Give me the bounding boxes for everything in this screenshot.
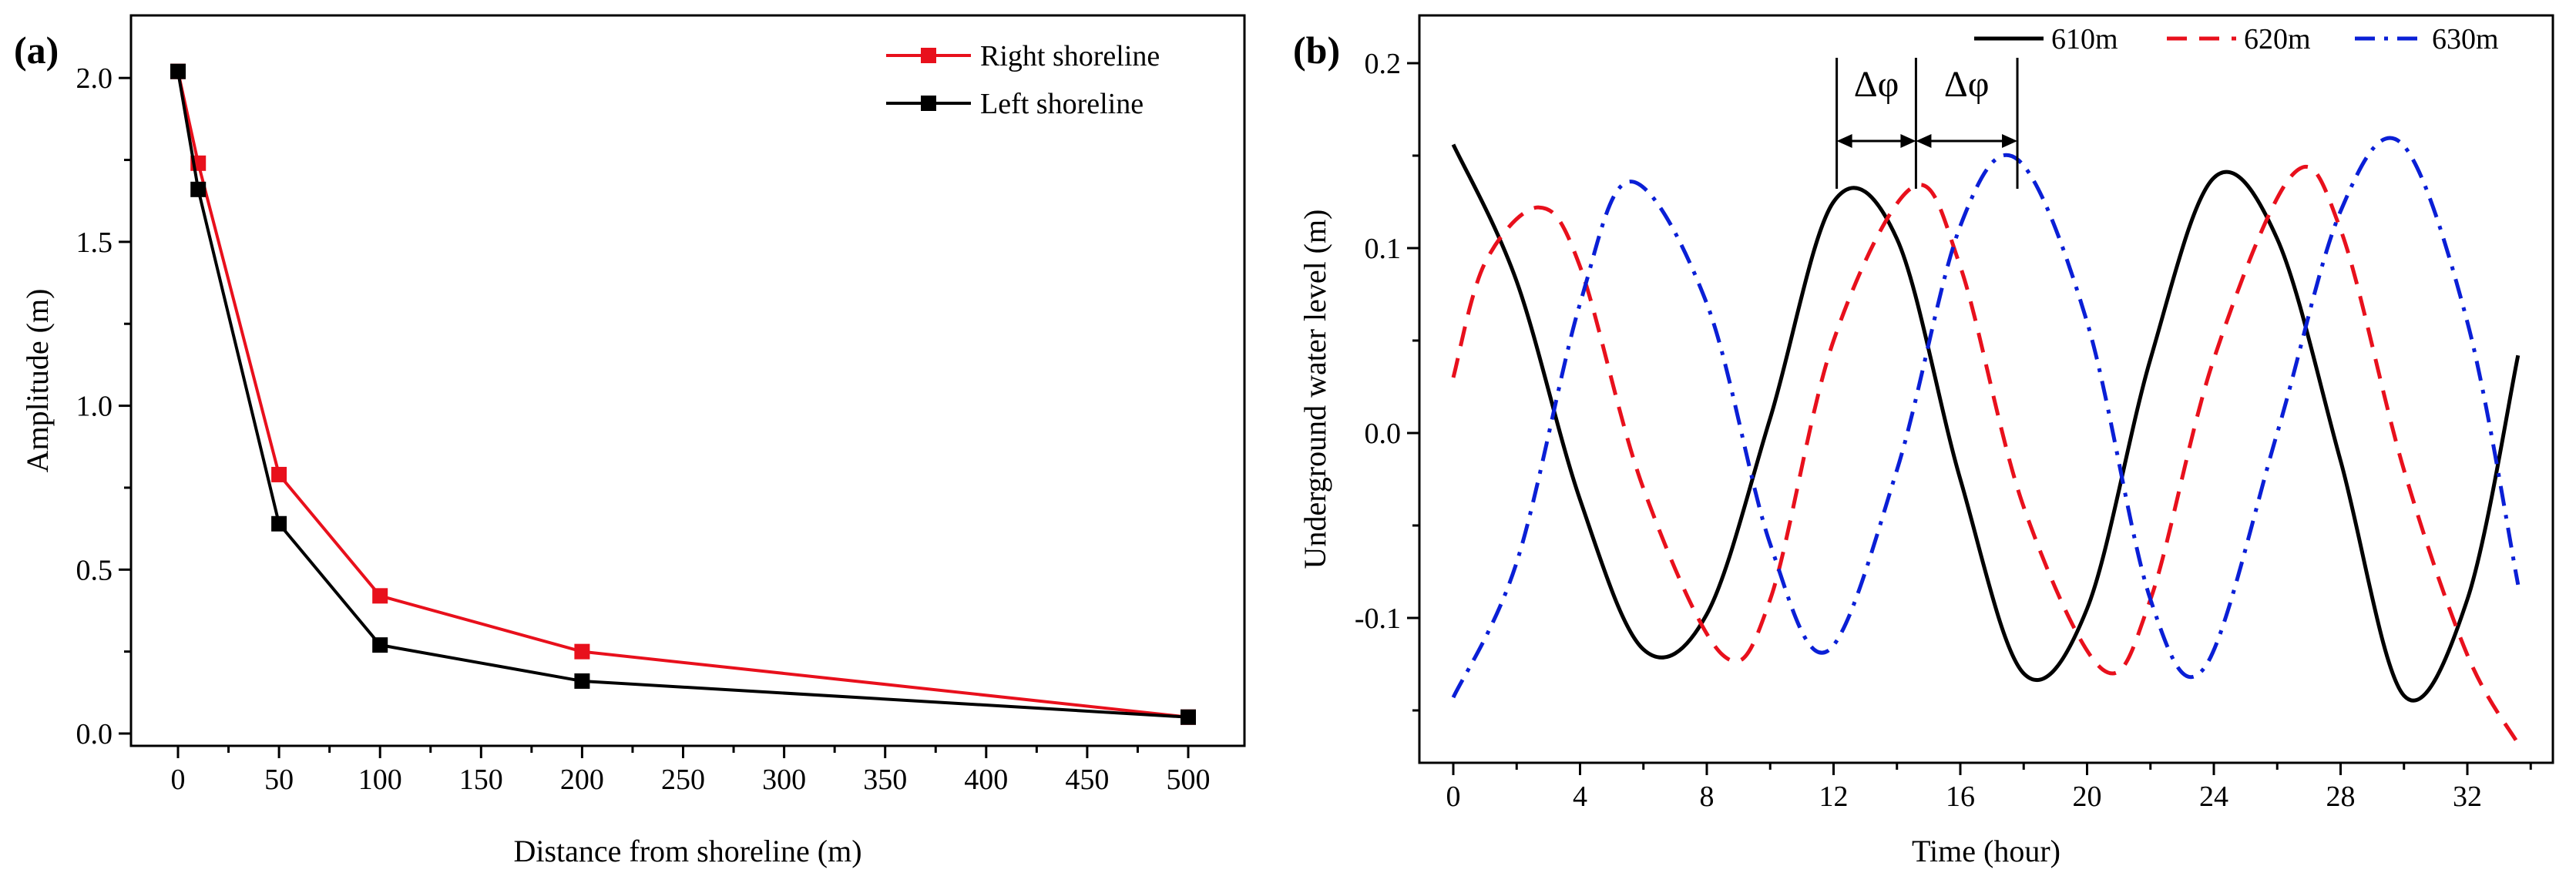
y-tick-label-a: 0.0 — [76, 718, 113, 750]
y-tick-label-a: 1.5 — [76, 227, 113, 259]
x-tick-label-a: 300 — [762, 764, 806, 796]
series-line-a-0 — [176, 71, 1189, 719]
y-tick-label-a: 1.0 — [76, 391, 113, 423]
x-tick-label-a: 200 — [560, 764, 604, 796]
data-point-a-1 — [574, 673, 590, 689]
delta-phi-label: Δφ — [1854, 64, 1899, 105]
x-tick-label-b: 24 — [2199, 781, 2228, 813]
y-tick-label-a: 0.5 — [76, 554, 113, 586]
x-axis-title-a: Distance from shoreline (m) — [513, 834, 861, 868]
legend-label-a: Right shoreline — [980, 40, 1160, 72]
legend-a: Right shoreline Left shoreline — [886, 40, 1160, 120]
x-tick-label-b: 32 — [2453, 781, 2482, 813]
data-point-a-1 — [1181, 709, 1196, 725]
y-tick-label-b: 0.1 — [1365, 233, 1402, 265]
series-line-a-1 — [176, 71, 1189, 719]
data-point-a-1 — [271, 515, 287, 532]
delta-phi-label: Δφ — [1944, 64, 1990, 105]
data-point-a-0 — [574, 643, 590, 660]
x-tick-label-b: 28 — [2326, 781, 2356, 813]
x-tick-label-b: 16 — [1946, 781, 1975, 813]
x-tick-label-b: 12 — [1819, 781, 1849, 813]
y-axis-title-a: Amplitude (m) — [20, 289, 55, 473]
x-tick-label-b: 8 — [1700, 781, 1715, 813]
y-tick-label-b: 0.2 — [1365, 48, 1402, 80]
data-point-a-1 — [190, 181, 207, 197]
panel-label-a: (a) — [14, 29, 59, 72]
series-line-b-620m — [1451, 164, 2520, 745]
legend-b: 610m 620m 630m — [1974, 23, 2499, 55]
x-axis-title-b: Time (hour) — [1912, 834, 2060, 868]
arrow-head — [1836, 134, 1852, 148]
x-tick-label-a: 500 — [1167, 764, 1211, 796]
data-point-a-1 — [170, 63, 186, 79]
y-axis-title-b: Underground water level (m) — [1298, 210, 1332, 569]
plot-frame-a — [129, 14, 1246, 747]
x-tick-label-a: 50 — [264, 764, 294, 796]
legend-label-a: Left shoreline — [980, 88, 1144, 120]
arrow-head — [2002, 134, 2018, 148]
y-tick-label-a: 2.0 — [76, 62, 113, 95]
x-tick-label-a: 100 — [358, 764, 402, 796]
data-point-a-0 — [271, 466, 287, 482]
panel-b: 0 4 8 12 16 20 24 28 32 -0.1 0.0 0.1 0.2 Time (hour) U… — [1293, 14, 2554, 868]
x-tick-label-a: 400 — [964, 764, 1008, 796]
panel-label-b: (b) — [1293, 29, 1340, 72]
y-tick-label-b: -0.1 — [1355, 603, 1401, 635]
y-tick-label-b: 0.0 — [1365, 418, 1402, 450]
panel-a: 0 50 100 150 200 250 300 350 400 450 500 0.0 0.5 1.0 1… — [14, 14, 1246, 868]
legend-label-b: 620m — [2244, 23, 2311, 55]
x-tick-label-b: 0 — [1446, 781, 1461, 813]
x-tick-label-b: 4 — [1573, 781, 1587, 813]
x-tick-label-a: 450 — [1065, 764, 1109, 796]
x-tick-label-b: 20 — [2073, 781, 2102, 813]
data-point-a-0 — [372, 588, 388, 604]
legend-marker-a — [921, 96, 936, 111]
phase-annotation: Δφ Δφ — [1835, 58, 2019, 189]
series-line-b-630m — [1451, 136, 2521, 699]
x-tick-label-a: 350 — [863, 764, 907, 796]
legend-label-b: 610m — [2051, 23, 2118, 55]
series-line-b-610m — [1451, 143, 2521, 703]
x-tick-label-a: 0 — [171, 764, 186, 796]
data-point-a-1 — [372, 637, 388, 653]
x-tick-label-a: 150 — [459, 764, 503, 796]
plot-frame-b — [1418, 14, 2554, 764]
arrow-head — [1900, 134, 1916, 148]
legend-label-b: 630m — [2432, 23, 2499, 55]
legend-marker-a — [921, 48, 936, 63]
x-tick-label-a: 250 — [661, 764, 705, 796]
arrow-head — [1916, 134, 1932, 148]
